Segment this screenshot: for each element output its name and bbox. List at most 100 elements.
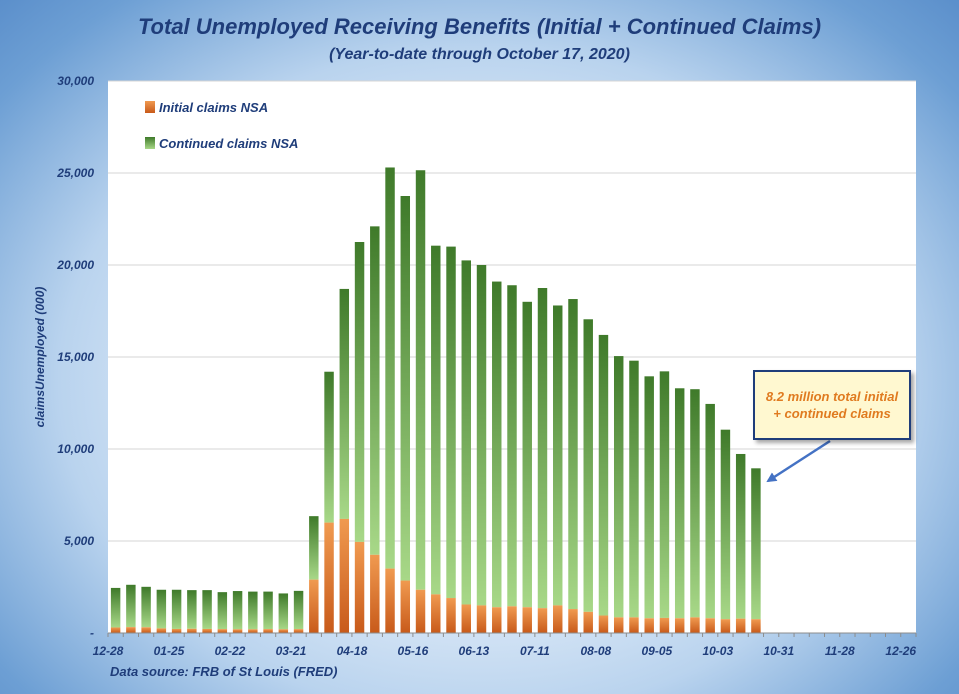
bar-continued <box>690 389 700 618</box>
x-tick-label: 05-16 <box>398 644 429 658</box>
bar-continued <box>339 288 350 519</box>
x-tick-label: 10-03 <box>702 644 733 658</box>
bar-initial <box>644 618 654 633</box>
callout-text: 8.2 million total initial + continued cl… <box>765 389 899 421</box>
bar-continued <box>431 245 441 595</box>
x-tick-label: 09-05 <box>641 644 672 658</box>
bar-continued <box>553 305 563 606</box>
bar-continued <box>492 281 502 608</box>
bar-continued <box>568 299 578 610</box>
bar-continued <box>522 301 532 608</box>
x-tick-label: 08-08 <box>580 644 611 658</box>
y-tick-label: 15,000 <box>57 350 94 364</box>
bar-initial <box>248 629 258 633</box>
bar-continued <box>385 167 395 569</box>
bar-continued <box>583 319 593 612</box>
data-source: Data source: FRB of St Louis (FRED) <box>110 664 338 679</box>
bar-continued <box>644 376 654 619</box>
bar-initial <box>659 617 670 633</box>
y-tick-label: 30,000 <box>57 74 94 88</box>
bar-initial <box>187 628 197 633</box>
bar-continued <box>324 371 334 523</box>
x-tick-label: 12-26 <box>885 644 916 658</box>
legend-swatch-initial <box>145 101 155 113</box>
bar-continued <box>537 288 548 609</box>
bar-initial <box>507 606 517 633</box>
bar-initial <box>217 629 228 633</box>
bar-initial <box>202 628 212 633</box>
bar-continued <box>156 589 167 629</box>
bar-continued <box>674 388 685 619</box>
bar-initial <box>293 629 304 633</box>
bar-continued <box>263 591 273 630</box>
x-tick-label: 12-28 <box>93 644 124 658</box>
x-tick-label: 10-31 <box>763 644 794 658</box>
bar-continued <box>110 587 121 628</box>
bar-initial <box>415 589 426 633</box>
x-tick-label: 07-11 <box>520 644 550 658</box>
bar-continued <box>613 356 624 618</box>
bar-initial <box>324 522 334 633</box>
x-tick-label: 01-25 <box>154 644 185 658</box>
bar-initial <box>720 619 731 633</box>
x-tick-label: 02-22 <box>215 644 246 658</box>
legend: Initial claims NSA Continued claims NSA <box>145 100 298 151</box>
bar-continued <box>187 590 197 629</box>
bar-initial <box>400 580 411 633</box>
legend-swatch-continued <box>145 137 155 149</box>
bar-initial <box>461 604 471 633</box>
bar-continued <box>598 334 609 616</box>
legend-label-continued: Continued claims NSA <box>159 136 298 151</box>
bar-continued <box>461 260 471 605</box>
bar-continued <box>507 285 517 607</box>
y-tick-label: - <box>90 626 94 640</box>
bar-initial <box>232 629 243 633</box>
bar-initial <box>522 607 532 633</box>
bar-initial <box>431 594 441 633</box>
bar-initial <box>446 598 456 633</box>
bar-initial <box>126 627 136 633</box>
bar-initial <box>141 627 151 633</box>
bar-initial <box>751 619 761 633</box>
bars <box>110 167 761 633</box>
bar-continued <box>278 593 289 630</box>
y-tick-label: 25,000 <box>56 166 94 180</box>
bar-initial <box>492 607 502 633</box>
bar-continued <box>126 584 136 628</box>
bar-continued <box>415 170 426 590</box>
bar-continued <box>720 429 731 620</box>
bar-continued <box>446 246 456 599</box>
bar-initial <box>385 568 395 633</box>
bar-initial <box>309 579 319 633</box>
bar-continued <box>659 371 670 618</box>
bar-continued <box>202 590 212 629</box>
callout-box: 8.2 million total initial + continued cl… <box>753 370 911 440</box>
bar-initial <box>598 615 609 633</box>
bar-initial <box>583 611 593 633</box>
bar-continued <box>171 589 182 629</box>
bar-initial <box>629 617 639 633</box>
bar-continued <box>248 591 258 630</box>
callout-arrow <box>766 439 831 483</box>
bar-initial <box>476 605 487 633</box>
bar-continued <box>705 403 715 619</box>
bar-initial <box>339 518 350 633</box>
bar-initial <box>171 628 182 633</box>
bar-initial <box>705 618 715 633</box>
bar-initial <box>735 618 746 633</box>
bar-continued <box>232 591 243 630</box>
chart-subtitle: (Year-to-date through October 17, 2020) <box>329 46 630 63</box>
x-tick-label: 03-21 <box>276 644 307 658</box>
bar-continued <box>370 226 380 555</box>
bar-continued <box>354 242 365 542</box>
bar-continued <box>629 360 639 618</box>
bar-initial <box>278 629 289 633</box>
chart-title: Total Unemployed Receiving Benefits (Ini… <box>137 14 822 39</box>
bar-initial <box>537 608 548 633</box>
bar-initial <box>370 554 380 633</box>
y-tick-label: 10,000 <box>57 442 94 456</box>
bar-continued <box>735 453 746 619</box>
bar-initial <box>110 627 121 633</box>
